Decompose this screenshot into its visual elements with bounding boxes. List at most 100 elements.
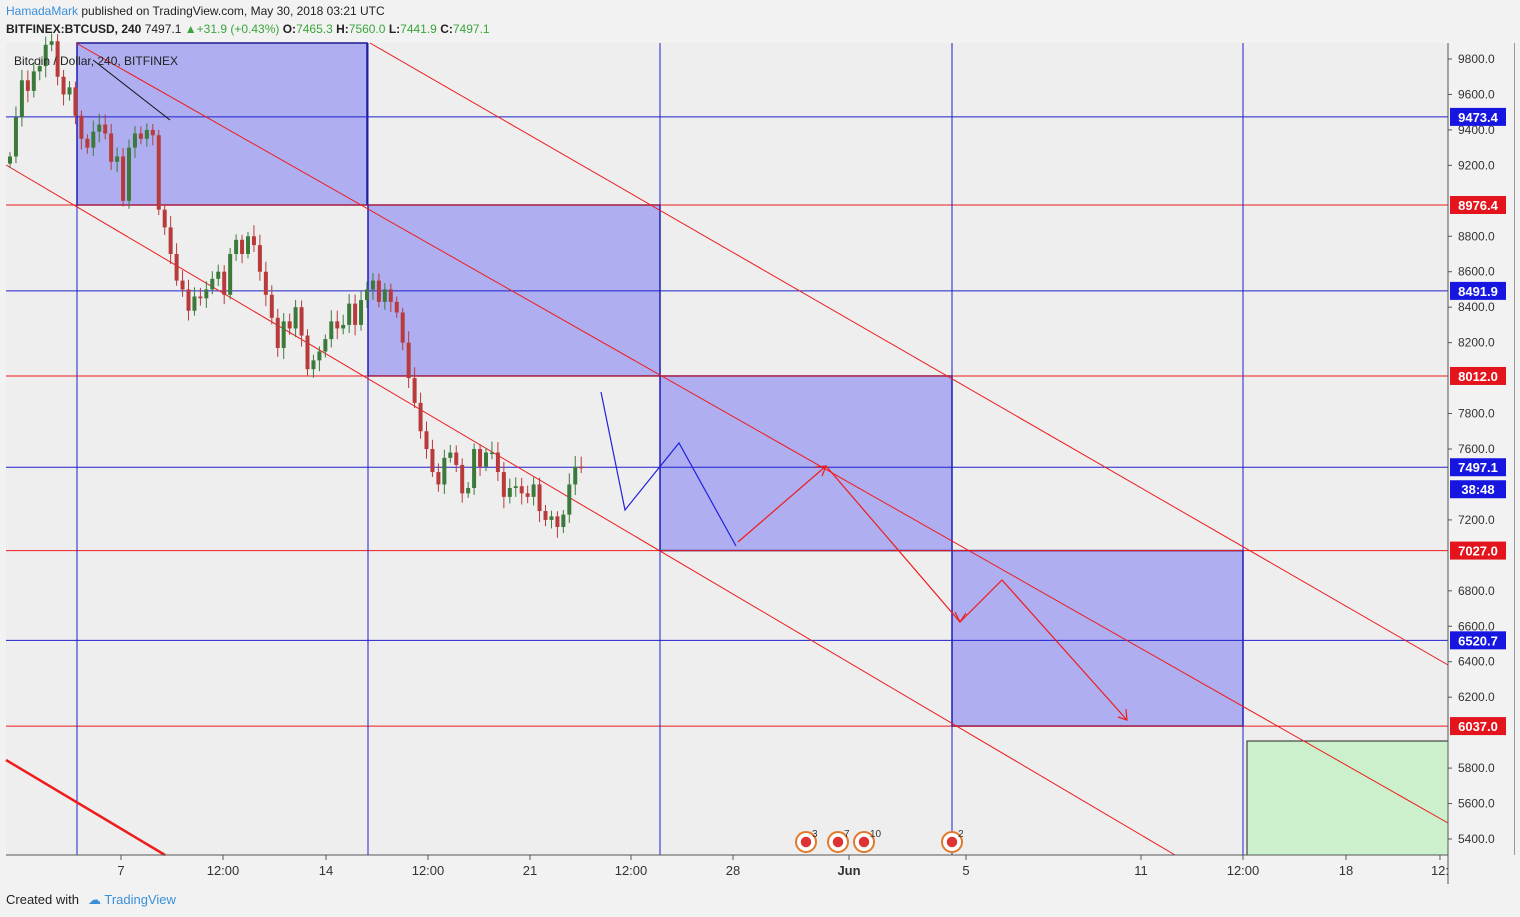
author-link[interactable]: HamadaMark: [6, 4, 79, 18]
price-axis-ticks: 9800.0 9600.0 9400.0 9200.0 8800.0 8600.0 8400…: [1448, 52, 1495, 846]
candle-body: [412, 378, 417, 403]
candle-body: [507, 488, 512, 497]
candle-body: [97, 124, 102, 132]
target-box: [1246, 740, 1449, 856]
candle-body: [317, 351, 322, 361]
candle-body: [448, 452, 453, 458]
candle-body: [382, 289, 387, 302]
price-label-text: 9473.4: [1458, 110, 1499, 125]
price-tick-label: 8400.0: [1458, 300, 1495, 314]
candle-body: [121, 156, 126, 201]
event-count: 3: [812, 829, 818, 840]
channel-line: [369, 42, 1449, 666]
up-arrow-icon: ▲: [184, 22, 197, 36]
candle-body: [567, 484, 572, 515]
candle-body: [210, 278, 215, 290]
arrow-head-icon: [1117, 708, 1128, 721]
time-tick-label: 7: [117, 863, 124, 878]
price-label-text: 8012.0: [1458, 369, 1498, 384]
time-tick-label: 21: [523, 863, 537, 878]
time-tick-label: 5: [962, 863, 969, 878]
candle-body: [37, 66, 42, 72]
candle-body: [43, 44, 48, 67]
price-tick-label: 6600.0: [1458, 619, 1495, 633]
time-tick-label: 12:00: [412, 863, 445, 878]
price-label-badge: [1450, 631, 1506, 650]
channel-lines: [5, 42, 1449, 857]
ohlc-line: BITFINEX:BTCUSD, 240 7497.1 ▲+31.9 (+0.4…: [6, 22, 490, 36]
candle-body: [55, 41, 60, 77]
candle-body: [531, 484, 536, 497]
candle-body: [144, 129, 149, 139]
candle-body: [305, 335, 310, 370]
candle-body: [549, 516, 554, 520]
tradingview-logo[interactable]: ☁ TradingView: [88, 892, 176, 908]
candle-body: [341, 324, 346, 329]
candle-body: [192, 296, 197, 311]
price-tick-label: 6400.0: [1458, 655, 1495, 669]
candle-body: [234, 239, 239, 254]
open-value: 7465.3: [296, 22, 333, 36]
time-tick-label: 18: [1339, 863, 1353, 878]
candle-body: [138, 133, 143, 139]
price-tick-label: 9800.0: [1458, 52, 1495, 66]
close-value: 7497.1: [452, 22, 490, 36]
price-tick-label: 7600.0: [1458, 442, 1495, 456]
last-price: 7497.1: [144, 22, 182, 36]
candle-body: [61, 76, 66, 95]
horizontal-lines: [6, 116, 1448, 727]
price-tick-label: 9400.0: [1458, 123, 1495, 137]
candle-body: [329, 321, 334, 340]
candle-body: [489, 452, 494, 455]
created-with-text: Created with: [6, 892, 79, 907]
candle-body: [109, 133, 114, 162]
price-chart[interactable]: 3 7 10 2 Bitcoin / Dollar, 240, BITFINEX 98…: [0, 0, 1520, 884]
price-tick-label: 5600.0: [1458, 797, 1495, 811]
candle-body: [472, 449, 477, 488]
candle-body: [257, 245, 262, 272]
event-count: 2: [958, 829, 964, 840]
candle-body: [501, 472, 506, 497]
candle-body: [478, 449, 483, 467]
candle-body: [353, 303, 358, 325]
candle-body: [186, 289, 191, 311]
footer: Created with ☁ TradingView: [0, 884, 1520, 917]
arrow-head-icon: [954, 611, 967, 624]
candle-body: [460, 464, 465, 494]
candle-body: [85, 138, 90, 148]
candle-body: [156, 135, 161, 210]
price-label-text: 6520.7: [1458, 633, 1498, 648]
candle-body: [519, 486, 524, 494]
candle-body: [67, 87, 72, 95]
chart-title: Bitcoin / Dollar, 240, BITFINEX: [14, 54, 178, 68]
arrow-head-icon: [814, 465, 827, 477]
candle-body: [400, 312, 405, 343]
chart-header: HamadaMark published on TradingView.com,…: [0, 0, 1520, 42]
candle-body: [370, 280, 375, 290]
price-tick-label: 5400.0: [1458, 832, 1495, 846]
price-tick-label: 8200.0: [1458, 336, 1495, 350]
price-change: +31.9 (+0.43%): [196, 22, 280, 36]
price-label-badge: [1450, 717, 1506, 736]
candle-body: [19, 80, 24, 118]
candle-body: [495, 452, 500, 473]
price-labels: 9473.4 8976.4 8491.9 8012.0 7497.1 38:48 7027.…: [1450, 107, 1506, 736]
candle-body: [162, 209, 167, 228]
candle-body: [424, 431, 429, 449]
symbol-label[interactable]: BITFINEX:BTCUSD, 240: [6, 22, 142, 36]
candle-body: [103, 124, 108, 134]
candle-body: [484, 452, 488, 467]
candle-body: [359, 300, 364, 325]
candle-body: [91, 131, 96, 148]
candle-body: [246, 236, 250, 254]
time-tick-label: 28: [726, 863, 740, 878]
candle-body: [335, 321, 340, 329]
candle-body: [293, 307, 298, 329]
economic-events[interactable]: 3 7 10 2: [795, 829, 964, 853]
candles: [8, 33, 584, 538]
price-tick-label: 9200.0: [1458, 158, 1495, 172]
price-label-text: 7027.0: [1458, 544, 1498, 559]
candle-body: [555, 516, 560, 527]
flag-stripe-icon: [945, 835, 959, 849]
candle-body: [388, 289, 393, 302]
